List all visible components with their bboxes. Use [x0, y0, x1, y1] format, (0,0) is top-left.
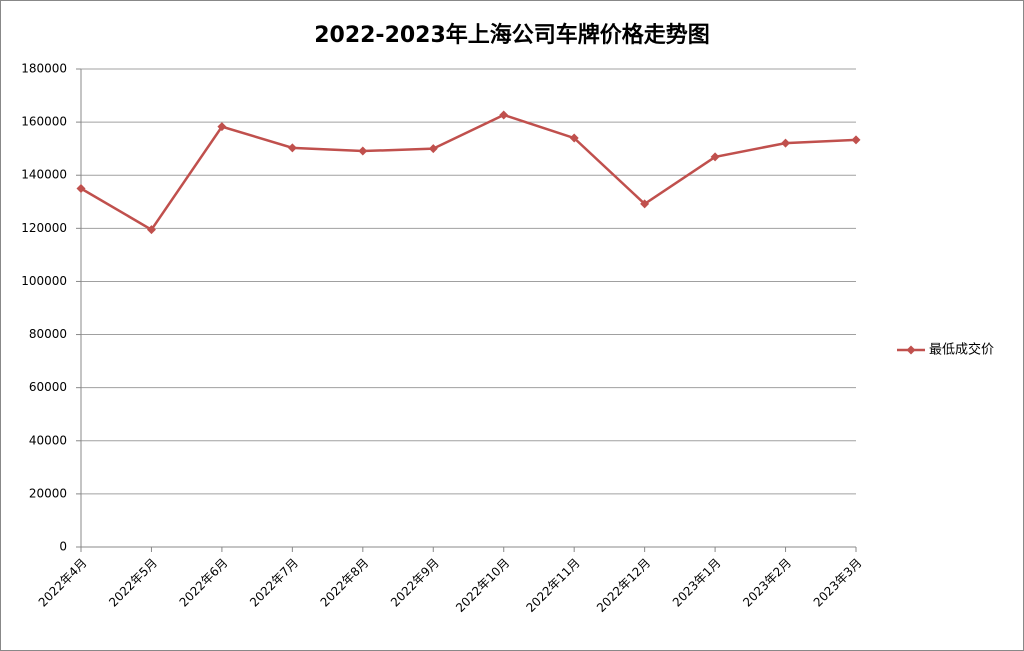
- data-point: [569, 133, 579, 143]
- data-point: [217, 122, 227, 132]
- legend-marker: [906, 345, 916, 355]
- y-tick-label: 100000: [21, 274, 67, 288]
- y-tick-label: 80000: [29, 327, 67, 341]
- series-line: [80, 113, 857, 232]
- y-tick-label: 40000: [29, 433, 67, 447]
- chart-title: 2022-2023年上海公司车牌价格走势图: [314, 22, 710, 48]
- y-tick-label: 0: [59, 540, 67, 554]
- data-point: [428, 144, 438, 154]
- y-tick-label: 140000: [21, 168, 67, 182]
- data-point: [710, 152, 720, 162]
- data-point: [76, 184, 86, 193]
- y-tick-label: 20000: [29, 486, 67, 500]
- data-point: [499, 110, 509, 120]
- y-tick-label: 60000: [29, 380, 67, 394]
- legend-label: 最低成交价: [929, 342, 994, 358]
- y-tick-label: 120000: [21, 221, 67, 235]
- y-tick-label: 180000: [21, 62, 67, 76]
- data-point: [851, 135, 861, 145]
- data-point: [146, 225, 156, 235]
- y-tick-label: 160000: [21, 115, 67, 129]
- data-point: [640, 199, 650, 209]
- data-point: [287, 143, 297, 153]
- data-point: [358, 146, 368, 156]
- data-point: [781, 138, 791, 148]
